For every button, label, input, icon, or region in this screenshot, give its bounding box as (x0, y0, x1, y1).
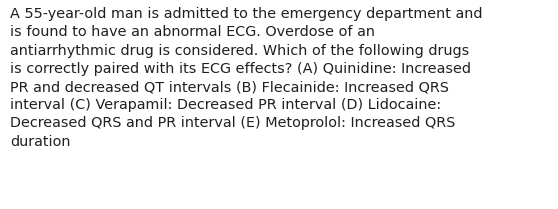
Text: A 55-year-old man is admitted to the emergency department and
is found to have a: A 55-year-old man is admitted to the eme… (10, 7, 483, 149)
